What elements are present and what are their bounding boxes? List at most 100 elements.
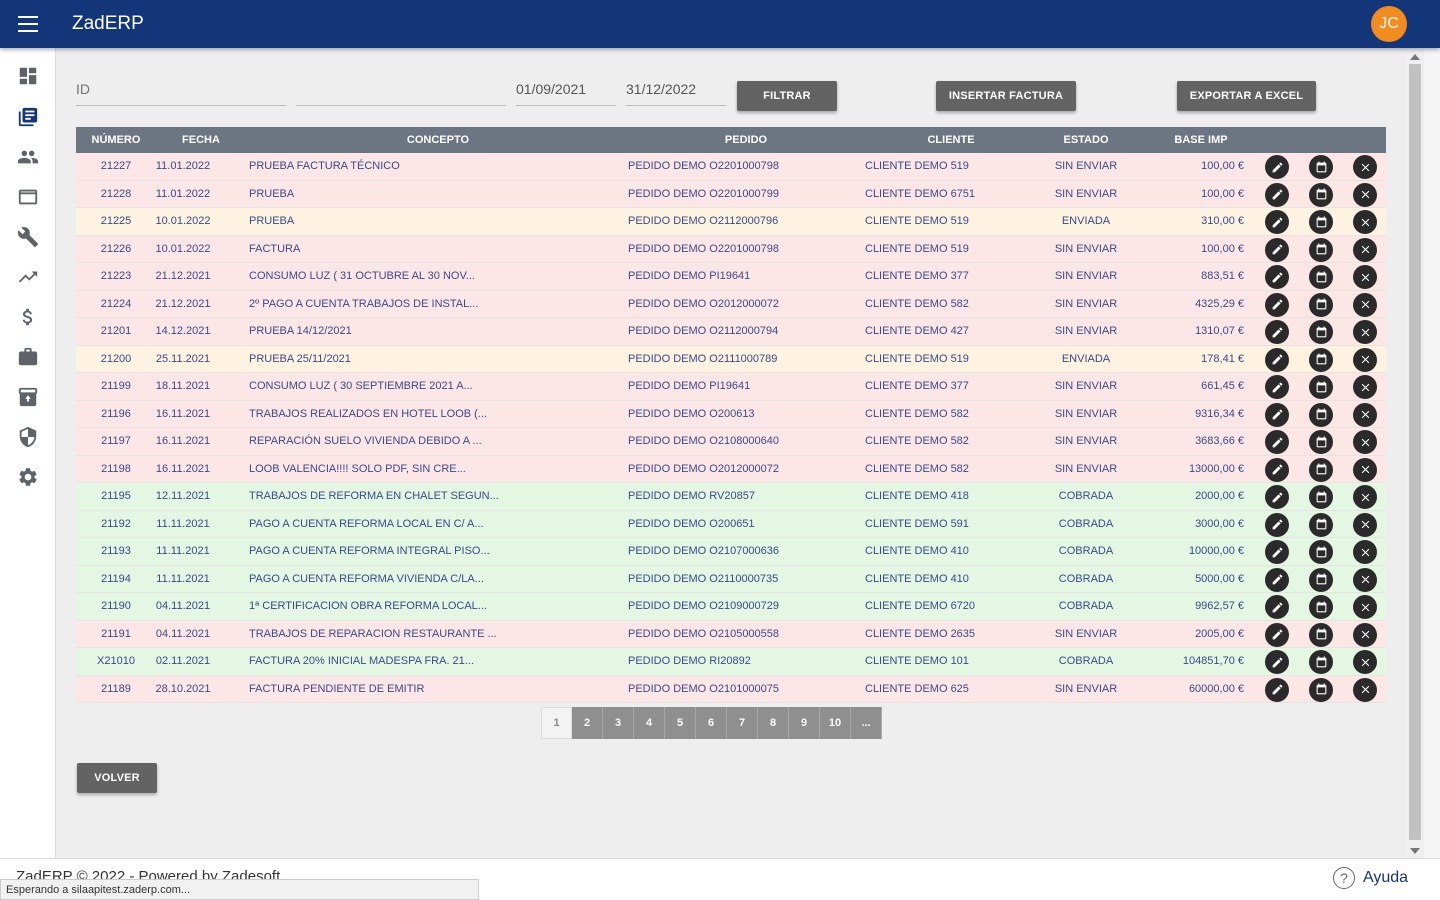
content-scrollbar[interactable] — [1407, 50, 1423, 858]
delete-button[interactable] — [1353, 155, 1377, 179]
cell-numero[interactable]: 21225 — [100, 215, 132, 227]
delete-button[interactable] — [1353, 650, 1377, 674]
sidebar-item-briefcase[interactable] — [16, 345, 40, 369]
export-excel-button[interactable]: EXPORTAR A EXCEL — [1177, 81, 1316, 111]
sidebar-item-finance[interactable] — [16, 305, 40, 329]
cell-numero[interactable]: 21189 — [101, 682, 131, 695]
table-row[interactable]: 21190 04.11.2021 1ª CERTIFICACION OBRA REF… — [76, 593, 1386, 621]
calendar-button[interactable] — [1309, 320, 1333, 344]
id-input[interactable] — [76, 81, 286, 97]
edit-button[interactable] — [1265, 375, 1289, 399]
cell-numero[interactable]: 21194 — [101, 572, 131, 585]
delete-button[interactable] — [1353, 402, 1377, 427]
delete-button[interactable] — [1353, 595, 1377, 619]
table-row[interactable]: X21010 02.11.2021 FACTURA 20% INICIAL MADE… — [76, 648, 1386, 676]
sidebar-item-tools[interactable] — [16, 225, 40, 249]
header-fecha[interactable]: FECHA — [182, 134, 220, 146]
delete-button[interactable] — [1353, 622, 1377, 647]
cell-numero[interactable]: 21196 — [101, 407, 131, 420]
edit-button[interactable] — [1265, 567, 1289, 592]
sidebar-item-trends[interactable] — [16, 265, 40, 289]
table-row[interactable]: 21198 16.11.2021 LOOB VALENCIA!!!! SOLO PD… — [76, 455, 1386, 483]
calendar-button[interactable] — [1309, 595, 1333, 619]
delete-button[interactable] — [1353, 375, 1377, 399]
header-cliente[interactable]: CLIENTE — [927, 134, 975, 146]
table-row[interactable]: 21195 12.11.2021 TRABAJOS DE REFORMA EN CH… — [76, 483, 1386, 511]
date-from-field[interactable] — [516, 72, 616, 106]
cell-numero[interactable]: 21192 — [101, 517, 131, 530]
delete-button[interactable] — [1353, 540, 1377, 564]
date-to-field[interactable] — [626, 72, 726, 106]
sidebar-item-security[interactable] — [16, 425, 40, 449]
table-row[interactable]: 21193 11.11.2021 PAGO A CUENTA REFORMA INT… — [76, 538, 1386, 566]
table-row[interactable]: 21228 11.01.2022 PRUEBA PEDIDO DEMO O220100… — [76, 180, 1386, 208]
cell-numero[interactable]: 21190 — [101, 600, 131, 612]
page-button[interactable]: 3 — [603, 707, 634, 739]
page-button[interactable]: 9 — [789, 707, 820, 739]
edit-button[interactable] — [1265, 320, 1289, 344]
scroll-down-icon[interactable] — [1410, 848, 1420, 854]
header-estado[interactable]: ESTADO — [1063, 134, 1109, 146]
insert-invoice-button[interactable]: INSERTAR FACTURA — [936, 81, 1076, 111]
header-pedido[interactable]: PEDIDO — [724, 134, 768, 146]
delete-button[interactable] — [1353, 512, 1377, 537]
calendar-button[interactable] — [1309, 375, 1333, 399]
cell-numero[interactable]: 21195 — [101, 490, 131, 502]
delete-button[interactable] — [1353, 457, 1377, 482]
hamburger-menu-icon[interactable] — [18, 16, 38, 32]
delete-button[interactable] — [1353, 292, 1377, 317]
table-row[interactable]: 21227 11.01.2022 PRUEBA FACTURA TÉCNICO PED… — [76, 153, 1386, 181]
page-button[interactable]: 2 — [572, 707, 603, 739]
table-row[interactable]: 21223 21.12.2021 CONSUMO LUZ ( 31 OCTUBRE … — [76, 263, 1386, 291]
page-button[interactable]: 1 — [541, 707, 572, 739]
page-button[interactable]: 10 — [820, 707, 851, 739]
edit-button[interactable] — [1265, 485, 1289, 509]
secondary-filter-field[interactable] — [296, 72, 506, 106]
header-concepto[interactable]: CONCEPTO — [406, 134, 470, 146]
cell-numero[interactable]: 21228 — [100, 187, 132, 200]
sidebar-item-dashboard[interactable] — [16, 64, 40, 88]
table-row[interactable]: 21200 25.11.2021 PRUEBA 25/11/2021 PEDIDO D… — [76, 345, 1386, 373]
table-row[interactable]: 21197 16.11.2021 REPARACIÓN SUELO VIVIENDA… — [76, 428, 1386, 456]
delete-button[interactable] — [1353, 182, 1377, 207]
cell-numero[interactable]: 21200 — [100, 352, 132, 365]
table-row[interactable]: 21225 10.01.2022 PRUEBA PEDIDO DEMO O211200… — [76, 208, 1386, 236]
edit-button[interactable] — [1265, 155, 1289, 179]
calendar-button[interactable] — [1309, 210, 1333, 234]
calendar-button[interactable] — [1309, 512, 1333, 537]
calendar-button[interactable] — [1309, 677, 1333, 702]
delete-button[interactable] — [1353, 347, 1377, 372]
filter-button[interactable]: FILTRAR — [737, 81, 837, 111]
calendar-button[interactable] — [1309, 402, 1333, 427]
edit-button[interactable] — [1265, 430, 1289, 454]
table-row[interactable]: 21196 16.11.2021 TRABAJOS REALIZADOS EN HO… — [76, 400, 1386, 428]
delete-button[interactable] — [1353, 237, 1377, 262]
edit-button[interactable] — [1265, 512, 1289, 537]
header-numero[interactable]: NÚMERO — [91, 134, 141, 146]
date-to-input[interactable] — [626, 81, 726, 97]
edit-button[interactable] — [1265, 210, 1289, 234]
cell-numero[interactable]: 21199 — [101, 380, 131, 392]
sidebar-item-settings[interactable] — [16, 465, 40, 489]
sidebar-item-archive[interactable] — [16, 385, 40, 409]
edit-button[interactable] — [1265, 650, 1289, 674]
cell-numero[interactable]: 21227 — [100, 160, 132, 172]
calendar-button[interactable] — [1309, 182, 1333, 207]
cell-numero[interactable]: 21201 — [100, 325, 132, 337]
cell-numero[interactable]: 21226 — [100, 242, 132, 255]
calendar-button[interactable] — [1309, 430, 1333, 454]
edit-button[interactable] — [1265, 457, 1289, 482]
id-filter-field[interactable] — [76, 72, 286, 106]
calendar-button[interactable] — [1309, 457, 1333, 482]
delete-button[interactable] — [1353, 265, 1377, 289]
calendar-button[interactable] — [1309, 292, 1333, 317]
calendar-button[interactable] — [1309, 567, 1333, 592]
delete-button[interactable] — [1353, 677, 1377, 702]
edit-button[interactable] — [1265, 622, 1289, 647]
delete-button[interactable] — [1353, 567, 1377, 592]
table-row[interactable]: 21194 11.11.2021 PAGO A CUENTA REFORMA VIV… — [76, 565, 1386, 593]
sidebar-item-invoices[interactable] — [16, 105, 40, 129]
table-row[interactable]: 21224 21.12.2021 2º PAGO A CUENTA TRABAJOS… — [76, 290, 1386, 318]
calendar-button[interactable] — [1309, 540, 1333, 564]
volver-button[interactable]: VOLVER — [77, 763, 157, 793]
